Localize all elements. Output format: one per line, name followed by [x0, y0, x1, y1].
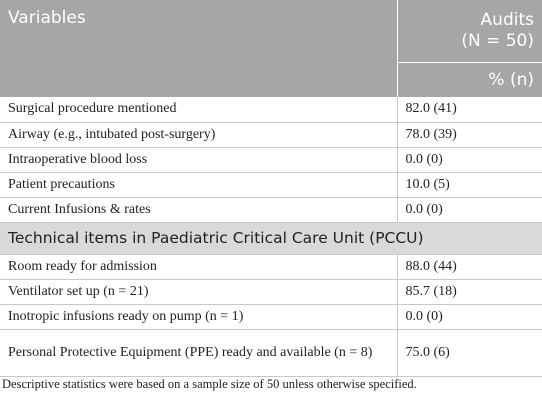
row-value: 0.0 (0): [396, 197, 542, 223]
row-value: 0.0 (0): [396, 147, 542, 173]
row-label: Airway (e.g., intubated post-surgery): [0, 122, 397, 148]
table-row: Intraoperative blood loss 0.0 (0): [0, 147, 542, 173]
row-label: Surgical procedure mentioned: [0, 97, 397, 123]
row-label: Intraoperative blood loss: [0, 147, 397, 173]
row-label: Patient precautions: [0, 172, 397, 198]
row-value: 0.0 (0): [396, 304, 542, 330]
row-value: 85.7 (18): [396, 279, 542, 305]
footnote: Descriptive statistics were based on a s…: [2, 377, 417, 391]
header-variables: Variables: [0, 0, 398, 97]
section-row: Technical items in Paediatric Critical C…: [0, 222, 542, 255]
row-value: 78.0 (39): [396, 122, 542, 148]
header-audits: Audits (N = 50): [397, 0, 542, 63]
table-row: Patient precautions 10.0 (5): [0, 172, 542, 198]
row-value: 82.0 (41): [396, 97, 542, 123]
section-title: Technical items in Paediatric Critical C…: [0, 222, 542, 255]
row-label: Room ready for admission: [0, 254, 397, 280]
table-row: Current Infusions & rates 0.0 (0): [0, 197, 542, 223]
row-label: Current Infusions & rates: [0, 197, 397, 223]
table-row: Surgical procedure mentioned 82.0 (41): [0, 97, 542, 123]
header-audits-n: (N = 50): [461, 30, 534, 51]
row-value: 10.0 (5): [396, 172, 542, 198]
row-value: 88.0 (44): [396, 254, 542, 280]
table-row: Airway (e.g., intubated post-surgery) 78.…: [0, 122, 542, 148]
header-unit: % (n): [397, 62, 542, 97]
table-row: Room ready for admission 88.0 (44): [0, 254, 542, 280]
table-row: Ventilator set up (n = 21) 85.7 (18): [0, 279, 542, 305]
table-row: Inotropic infusions ready on pump (n = 1…: [0, 304, 542, 330]
row-label: Inotropic infusions ready on pump (n = 1…: [0, 304, 397, 330]
row-value: 75.0 (6): [396, 329, 542, 377]
data-table: Variables Audits (N = 50) % (n) Surgical…: [0, 0, 542, 377]
header-audits-title: Audits: [480, 9, 534, 30]
row-label: Ventilator set up (n = 21): [0, 279, 397, 305]
row-label: Personal Protective Equipment (PPE) read…: [0, 329, 397, 377]
table-row: Personal Protective Equipment (PPE) read…: [0, 329, 542, 377]
